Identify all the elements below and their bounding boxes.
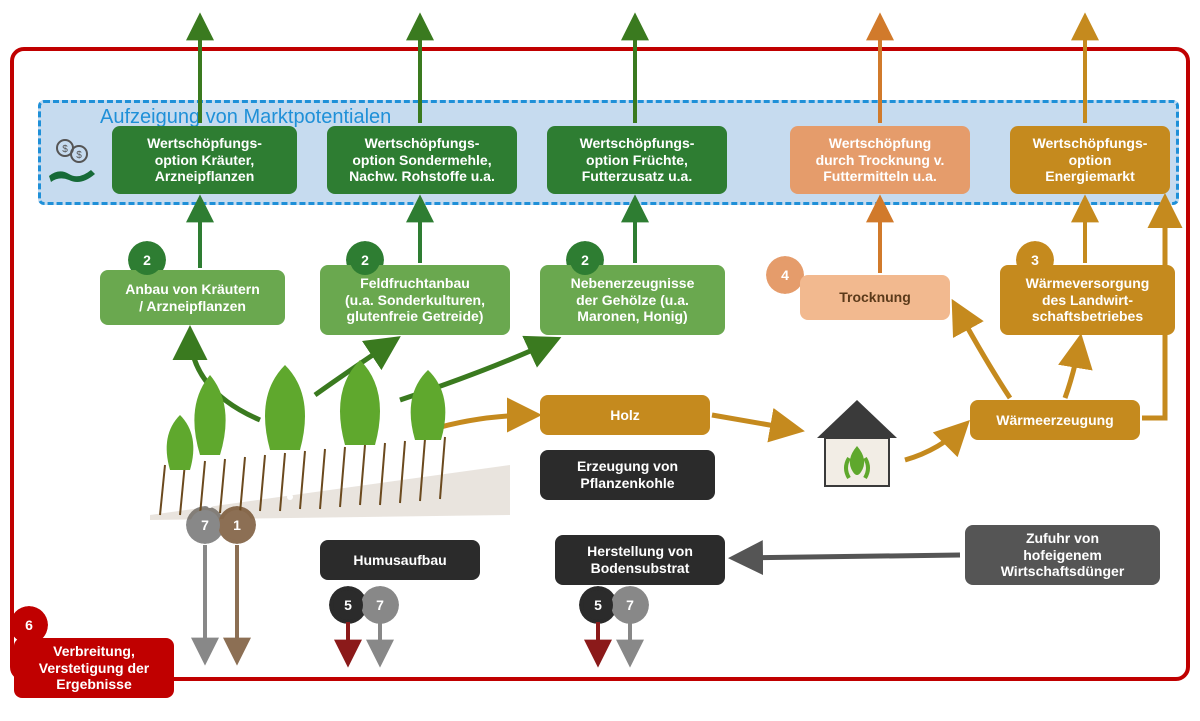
waermeerzeugung: Wärmeerzeugung — [970, 400, 1140, 440]
humusaufbau: Humusaufbau — [320, 540, 480, 580]
svg-text:$: $ — [76, 150, 82, 161]
gear-2c: 2 — [570, 245, 600, 275]
agroforestry-field-illustration — [130, 355, 520, 530]
wo-trocknung: Wertschöpfungdurch Trocknung v.Futtermit… — [790, 126, 970, 194]
gear-subs-5: 5 — [583, 590, 613, 620]
wo-sondermehle: Wertschöpfungs-option Sondermehle,Nachw.… — [327, 126, 517, 194]
trocknung: Trocknung — [800, 275, 950, 320]
gear-humus-7: 7 — [365, 590, 395, 620]
verbreitung: Verbreitung,Verstetigung derErgebnisse — [14, 638, 174, 698]
svg-text:$: $ — [62, 144, 68, 155]
gear-6: 6 — [14, 610, 44, 640]
gear-1: 1 — [222, 510, 252, 540]
nebenerzeugnisse: Nebenerzeugnisseder Gehölze (u.a.Maronen… — [540, 265, 725, 335]
gear-subs-7: 7 — [615, 590, 645, 620]
gear-7a: 7 — [190, 510, 220, 540]
holz: Holz — [540, 395, 710, 435]
gear-3: 3 — [1020, 245, 1050, 275]
gear-2b: 2 — [350, 245, 380, 275]
money-icon: $ $ — [45, 136, 101, 197]
house-biomass-icon — [805, 388, 910, 498]
wo-fruechte: Wertschöpfungs-option Früchte,Futterzusa… — [547, 126, 727, 194]
wo-kraeuter: Wertschöpfungs-option Kräuter,Arzneipfla… — [112, 126, 297, 194]
wirtschaftsduenger: Zufuhr vonhofeigenemWirtschaftsdünger — [965, 525, 1160, 585]
gear-2a: 2 — [132, 245, 162, 275]
feldfruchtanbau: Feldfruchtanbau(u.a. Sonderkulturen,glut… — [320, 265, 510, 335]
gear-4: 4 — [770, 260, 800, 290]
pflanzenkohle: Erzeugung vonPflanzenkohle — [540, 450, 715, 500]
anbau-kraeuter: Anbau von Kräutern/ Arzneipflanzen — [100, 270, 285, 325]
wo-energiemarkt: Wertschöpfungs-optionEnergiemarkt — [1010, 126, 1170, 194]
bodensubstrat: Herstellung vonBodensubstrat — [555, 535, 725, 585]
gear-humus-5: 5 — [333, 590, 363, 620]
waermeversorgung: Wärmeversorgungdes Landwirt-schaftsbetri… — [1000, 265, 1175, 335]
